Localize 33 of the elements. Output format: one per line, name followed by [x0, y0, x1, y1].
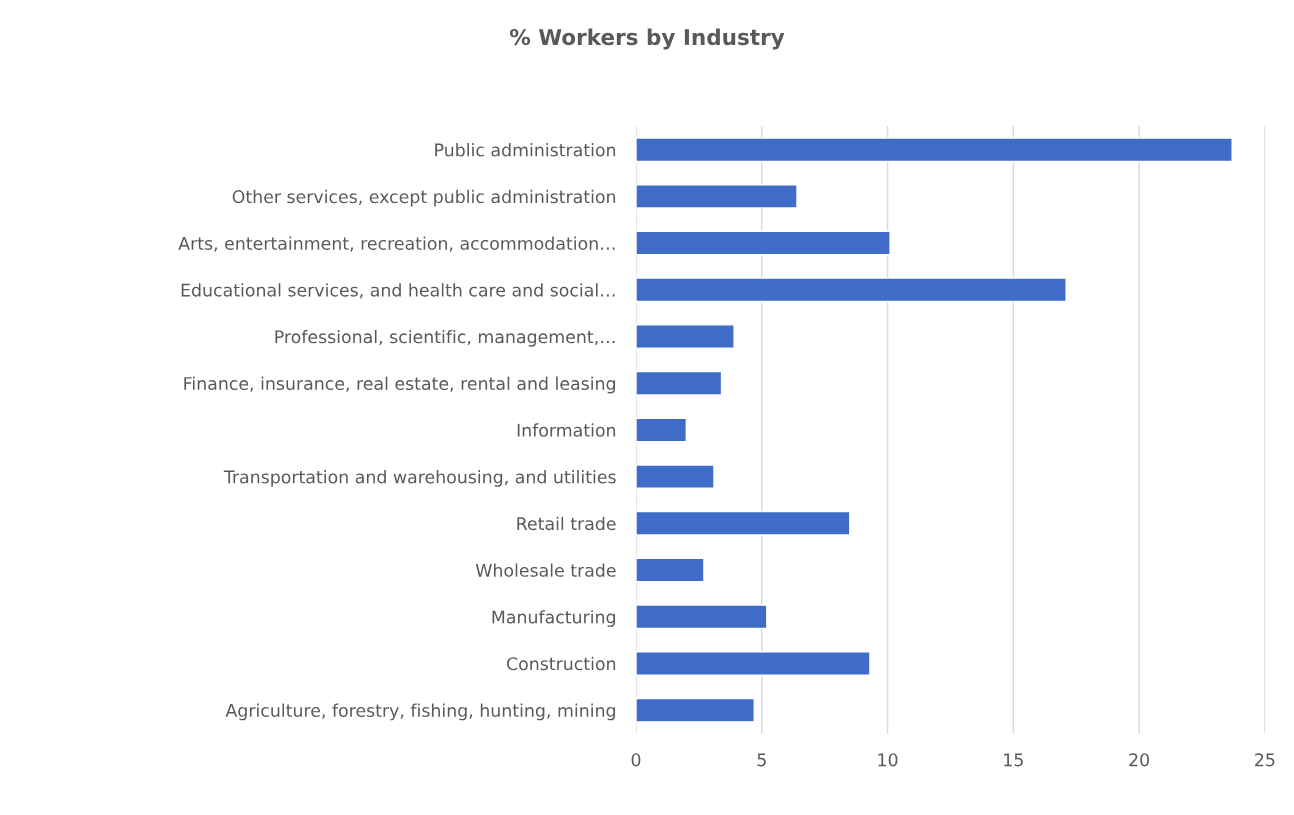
bar — [636, 277, 1067, 303]
bar — [636, 604, 768, 630]
x-tick-label: 25 — [1255, 753, 1275, 767]
bar — [636, 557, 705, 583]
y-tick-label: Retail trade — [517, 516, 616, 531]
bar — [636, 464, 715, 489]
x-tick-label: 0 — [631, 753, 641, 767]
y-tick-label: Transportation and warehousing, and utilities — [223, 470, 616, 487]
y-tick-label: Construction — [506, 656, 616, 671]
y-tick-label: Arts, entertainment, recreation, accommodation… — [178, 236, 615, 252]
x-tick-label: 10 — [878, 753, 898, 767]
bar — [636, 324, 735, 349]
bar — [636, 230, 891, 256]
bar — [636, 417, 688, 443]
y-tick-label: Agriculture, forestry, fishing, hunting, mining — [225, 703, 615, 721]
y-tick-label: Professional, scientific, management,… — [275, 329, 615, 347]
y-tick-label: Wholesale trade — [475, 563, 616, 577]
bar — [636, 697, 755, 723]
bar — [636, 184, 798, 209]
y-tick-label: Other services, except public administration — [232, 189, 616, 207]
x-tick-label: 20 — [1129, 753, 1149, 767]
bar — [636, 651, 871, 676]
y-tick-label: Manufacturing — [492, 610, 615, 627]
bar — [636, 137, 1233, 163]
bar — [636, 370, 723, 396]
bar — [636, 510, 851, 536]
y-tick-label: Educational services, and health care and social… — [181, 283, 615, 299]
x-tick-label: 5 — [757, 753, 766, 767]
y-tick-label: Finance, insurance, real estate, rental and leasing — [184, 376, 615, 394]
y-tick-label: Public administration — [435, 143, 616, 157]
chart-title: % Workers by Industry — [509, 28, 785, 50]
y-tick-label: Information — [517, 423, 616, 437]
x-tick-label: 15 — [1004, 753, 1023, 767]
